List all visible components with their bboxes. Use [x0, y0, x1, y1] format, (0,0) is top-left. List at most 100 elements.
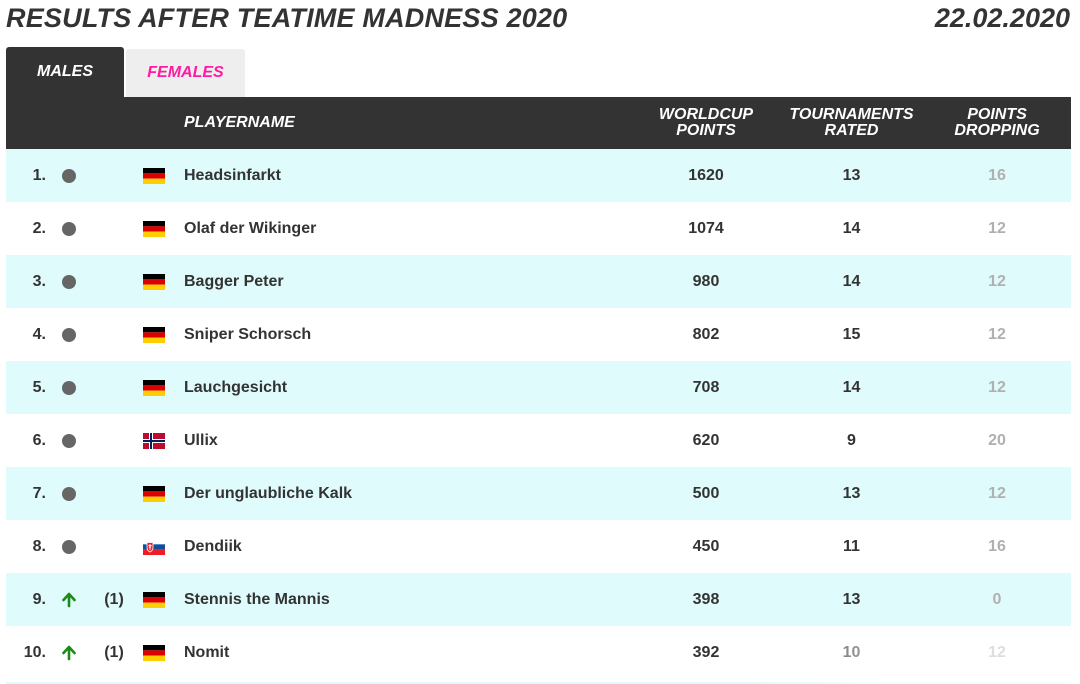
tournaments-rated: 11 — [843, 537, 860, 555]
page-title: RESULTS AFTER TEATIME MADNESS 2020 — [6, 3, 568, 33]
rank: 6. — [32, 431, 46, 449]
header-playername: PLAYERNAME — [184, 114, 295, 131]
header-points-dropping: POINTS DROPPING — [936, 107, 1058, 139]
header-worldcup-points: WORLDCUP POINTS — [646, 107, 766, 139]
player-name[interactable]: Lauchgesicht — [184, 378, 288, 396]
rank-change — [96, 308, 132, 361]
header-tournaments-rated: TOURNAMENTS RATED — [784, 107, 919, 139]
points-dropping: 12 — [988, 484, 1006, 502]
table-row[interactable]: 9. (1) Stennis the Mannis 398 13 0 — [6, 573, 1071, 626]
worldcup-points: 392 — [692, 643, 720, 661]
steady-dot-icon — [62, 433, 76, 448]
trend-indicator — [58, 573, 80, 626]
germany-flag-icon — [143, 644, 165, 661]
table-row[interactable]: 2. Olaf der Wikinger 1074 14 12 — [6, 202, 1071, 255]
trend-indicator — [58, 202, 80, 255]
tab-males[interactable]: MALES — [6, 47, 124, 97]
table-row[interactable]: 3. Bagger Peter 980 14 12 — [6, 255, 1071, 308]
rank-change — [96, 520, 132, 573]
player-name[interactable]: Dendiik — [184, 537, 242, 555]
arrow-up-icon — [62, 645, 76, 660]
player-name[interactable]: Headsinfarkt — [184, 166, 281, 184]
rank-change: (1) — [104, 643, 124, 661]
country-flag — [142, 255, 166, 308]
arrow-up-icon — [62, 592, 76, 607]
trend-indicator — [58, 149, 80, 202]
table-row[interactable]: 6. Ullix 620 9 20 — [6, 414, 1071, 467]
norway-flag-icon — [143, 432, 165, 449]
slovakia-flag-icon — [143, 538, 165, 555]
rank-change — [96, 202, 132, 255]
table-row[interactable]: 1. Headsinfarkt 1620 13 16 — [6, 149, 1071, 202]
player-name[interactable]: Sniper Schorsch — [184, 325, 312, 343]
table-row[interactable]: 7. Der unglaubliche Kalk 500 13 12 — [6, 467, 1071, 520]
player-name[interactable]: Nomit — [184, 643, 230, 661]
tab-females[interactable]: FEMALES — [126, 49, 245, 97]
rank: 10. — [23, 643, 46, 661]
worldcup-points: 1074 — [688, 219, 724, 237]
germany-flag-icon — [143, 485, 165, 502]
country-flag — [142, 626, 166, 679]
table-row[interactable]: 10. (1) Nomit 392 10 12 — [6, 626, 1071, 679]
tournaments-rated: 13 — [842, 484, 861, 502]
germany-flag-icon — [143, 326, 165, 343]
header-tournaments-rated-line2: RATED — [824, 122, 879, 139]
tournaments-rated: 13 — [842, 590, 861, 608]
points-dropping: 12 — [988, 378, 1006, 396]
header-worldcup-points-line1: WORLDCUP — [658, 106, 754, 123]
player-name[interactable]: Der unglaubliche Kalk — [184, 484, 353, 502]
points-dropping: 20 — [988, 431, 1006, 449]
trend-indicator — [58, 255, 80, 308]
country-flag — [142, 520, 166, 573]
rank: 4. — [32, 325, 46, 343]
rank: 7. — [32, 484, 46, 502]
tournaments-rated: 14 — [842, 378, 861, 396]
points-dropping: 12 — [988, 219, 1006, 237]
header-points-dropping-line1: POINTS — [967, 106, 1027, 123]
country-flag — [142, 202, 166, 255]
tournaments-rated: 14 — [842, 219, 861, 237]
tournaments-rated: 10 — [842, 643, 861, 661]
steady-dot-icon — [62, 486, 76, 501]
steady-dot-icon — [62, 168, 76, 183]
trend-indicator — [58, 467, 80, 520]
player-name[interactable]: Olaf der Wikinger — [184, 219, 317, 237]
steady-dot-icon — [62, 274, 76, 289]
trend-indicator — [58, 626, 80, 679]
country-flag — [142, 573, 166, 626]
rank: 9. — [32, 590, 46, 608]
table-row[interactable]: 4. Sniper Schorsch 802 15 12 — [6, 308, 1071, 361]
germany-flag-icon — [143, 591, 165, 608]
tournaments-rated: 13 — [842, 166, 861, 184]
player-name[interactable]: Stennis the Mannis — [184, 590, 330, 608]
steady-dot-icon — [62, 539, 76, 554]
tournaments-rated: 14 — [842, 272, 861, 290]
worldcup-points: 802 — [692, 325, 720, 343]
rank: 8. — [32, 537, 46, 555]
trend-indicator — [58, 361, 80, 414]
table-row[interactable]: 8. Dendiik 450 11 16 — [6, 520, 1071, 573]
rank: 2. — [32, 219, 46, 237]
worldcup-points: 1620 — [688, 166, 724, 184]
page-header: RESULTS AFTER TEATIME MADNESS 2020 22.02… — [0, 0, 1080, 40]
points-dropping: 16 — [988, 166, 1006, 184]
player-name[interactable]: Bagger Peter — [184, 272, 284, 290]
worldcup-points: 980 — [692, 272, 720, 290]
country-flag — [142, 149, 166, 202]
germany-flag-icon — [143, 220, 165, 237]
trend-indicator — [58, 414, 80, 467]
germany-flag-icon — [143, 273, 165, 290]
header-points-dropping-line2: DROPPING — [954, 122, 1040, 139]
steady-dot-icon — [62, 221, 76, 236]
player-name[interactable]: Ullix — [184, 431, 218, 449]
country-flag — [142, 414, 166, 467]
trend-indicator — [58, 308, 80, 361]
rank: 3. — [32, 272, 46, 290]
header-worldcup-points-line2: POINTS — [676, 122, 736, 139]
country-flag — [142, 467, 166, 520]
table-bottom-edge — [6, 682, 1071, 684]
steady-dot-icon — [62, 327, 76, 342]
table-row[interactable]: 5. Lauchgesicht 708 14 12 — [6, 361, 1071, 414]
germany-flag-icon — [143, 167, 165, 184]
points-dropping: 12 — [988, 272, 1006, 290]
